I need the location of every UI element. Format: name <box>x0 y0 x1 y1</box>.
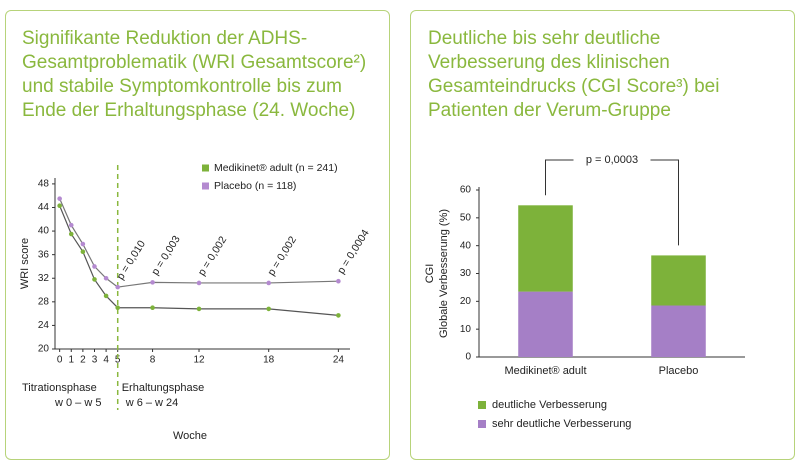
x-tick-label: Medikinet® adult <box>504 365 586 377</box>
x-tick-label: 3 <box>92 355 98 366</box>
bar-segment <box>518 291 573 357</box>
chart-title: Signifikante Reduktion der ADHS-Gesamtpr… <box>22 28 367 121</box>
data-point <box>103 275 109 281</box>
data-point <box>115 284 121 290</box>
data-point <box>196 280 202 286</box>
phase-name: Titrationsphase <box>22 382 97 394</box>
data-point <box>266 280 272 286</box>
y-tick-label: 44 <box>38 202 50 213</box>
data-point <box>336 313 341 318</box>
y-tick-label: 30 <box>460 268 472 279</box>
data-point <box>68 222 74 228</box>
bar-segment <box>518 205 573 292</box>
x-tick-label: 18 <box>263 355 275 366</box>
data-point <box>80 241 86 247</box>
chart-title: Deutliche bis sehr deutliche Verbesserun… <box>428 28 720 121</box>
legend-marker <box>478 420 486 428</box>
legend-marker <box>478 401 486 409</box>
significance-bracket <box>545 159 679 246</box>
y-tick-label: 20 <box>460 296 472 307</box>
legend-label: Placebo (n = 118) <box>214 180 296 192</box>
x-tick-label: 8 <box>150 355 156 366</box>
data-point <box>196 306 202 312</box>
x-tick-label: 4 <box>103 355 109 366</box>
data-point <box>57 196 62 201</box>
y-tick-label: 60 <box>460 185 472 196</box>
legend-label: Medikinet® adult (n = 241) <box>214 162 338 174</box>
x-tick-label: 12 <box>193 355 205 366</box>
y-axis-label: Globale Verbesserung (%) <box>438 209 450 338</box>
data-point <box>57 203 62 209</box>
x-tick-label: 5 <box>115 355 121 366</box>
legend-label: deutliche Verbesserung <box>492 399 607 411</box>
y-tick-label: 50 <box>460 212 472 223</box>
data-point <box>336 278 341 284</box>
y-axis-label: CGI <box>424 264 436 284</box>
p-value: p = 0,0004 <box>335 227 372 276</box>
data-point <box>80 249 86 255</box>
y-tick-label: 0 <box>465 352 471 363</box>
data-point <box>103 293 109 299</box>
left-panel <box>5 10 390 460</box>
x-tick-label: 24 <box>333 355 345 366</box>
series-line <box>59 198 339 288</box>
data-point <box>92 264 97 269</box>
y-tick-label: 36 <box>38 249 50 260</box>
p-value: p = 0,002 <box>265 234 299 278</box>
phase-name: Erhaltungsphase <box>122 382 205 394</box>
x-tick-label: Placebo <box>659 365 699 377</box>
p-value: p = 0,010 <box>114 238 148 282</box>
data-point <box>150 280 155 285</box>
data-point <box>150 305 155 311</box>
data-point <box>266 306 272 312</box>
y-tick-label: 28 <box>38 296 50 307</box>
bar-segment <box>651 255 706 306</box>
x-tick-label: 0 <box>57 355 63 366</box>
data-point <box>68 231 74 237</box>
legend-marker <box>202 164 209 172</box>
x-axis-label: Woche <box>173 430 207 442</box>
x-tick-label: 2 <box>80 355 86 366</box>
y-tick-label: 40 <box>460 240 472 251</box>
phase-range: w 6 – w 24 <box>125 397 179 409</box>
y-tick-label: 40 <box>38 226 50 237</box>
y-tick-label: 48 <box>38 179 50 190</box>
y-tick-label: 24 <box>38 320 50 331</box>
series-line <box>59 205 339 316</box>
p-value: p = 0,0003 <box>586 154 638 166</box>
p-value: p = 0,002 <box>196 234 230 278</box>
legend-marker <box>202 182 209 190</box>
data-point <box>115 305 121 311</box>
right-panel <box>410 10 795 460</box>
y-tick-label: 32 <box>38 273 50 284</box>
data-point <box>92 277 97 282</box>
x-tick-label: 1 <box>68 355 74 366</box>
y-axis-label: WRI score <box>19 238 31 289</box>
p-value: p = 0,003 <box>149 234 183 278</box>
phase-range: w 0 – w 5 <box>54 397 101 409</box>
y-tick-label: 10 <box>460 324 472 335</box>
legend-label: sehr deutliche Verbesserung <box>492 418 631 430</box>
bar-segment <box>651 305 706 357</box>
y-tick-label: 20 <box>38 344 50 355</box>
